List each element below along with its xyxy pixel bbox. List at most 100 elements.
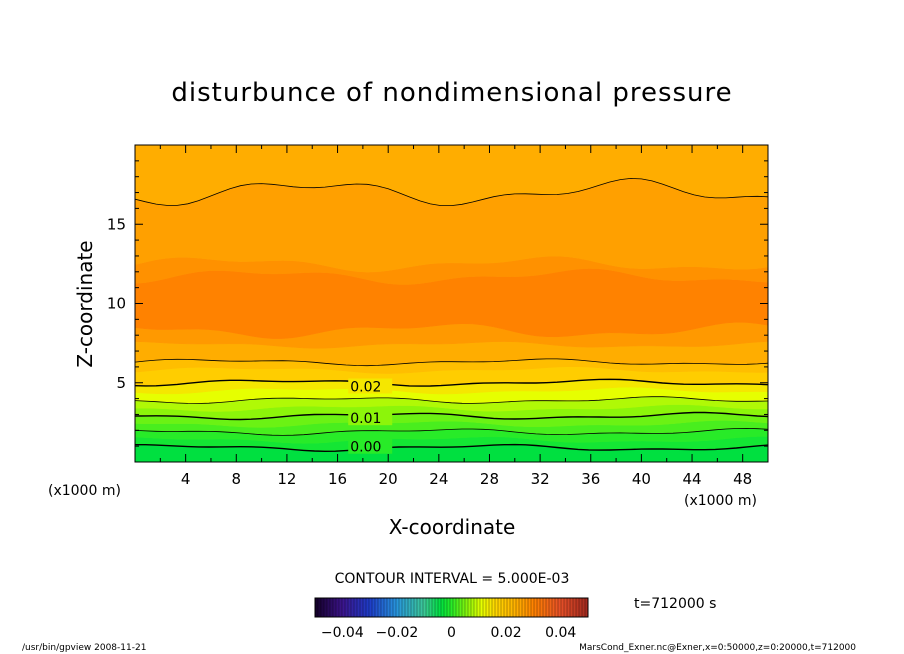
x-tick-label: 48 [733, 470, 752, 488]
colorbar-segment [438, 598, 442, 617]
x-tick-label: 12 [277, 470, 296, 488]
colorbar-segment [378, 598, 382, 617]
colorbar-segment [525, 598, 529, 617]
colorbar-segment [384, 598, 388, 617]
y-tick-label: 10 [107, 295, 126, 313]
contour-line [135, 411, 768, 421]
x-tick-label: 40 [632, 470, 651, 488]
colorbar-segment [516, 598, 520, 617]
x-tick-label: 16 [328, 470, 347, 488]
colorbar-segment [537, 598, 541, 617]
colorbar-segment [528, 598, 532, 617]
colorbar-segment [477, 598, 481, 617]
colorbar-segment [330, 598, 334, 617]
contour-line [135, 358, 768, 367]
contour-line [135, 396, 768, 404]
contour-line [135, 443, 768, 453]
colorbar-segment [573, 598, 577, 617]
colorbar-segment [408, 598, 412, 617]
colorbar-segment [423, 598, 427, 617]
colorbar-segment [555, 598, 559, 617]
colorbar-segment [540, 598, 544, 617]
colorbar-tick-label: 0.02 [491, 625, 522, 641]
contour-label-bg [348, 438, 393, 454]
colorbar-segment [414, 598, 418, 617]
colorbar-segment [531, 598, 535, 617]
x-tick-label: 36 [581, 470, 600, 488]
colorbar-segment [501, 598, 505, 617]
footer-left: /usr/bin/gpview 2008-11-21 [22, 643, 146, 653]
colorbar-segment [348, 598, 352, 617]
x-tick-label: 24 [429, 470, 448, 488]
contour-label: 0.02 [350, 380, 381, 396]
colorbar-segment [381, 598, 385, 617]
colorbar-segment [570, 598, 574, 617]
colorbar-segment [339, 598, 343, 617]
colorbar-segment [567, 598, 571, 617]
colorbar-segment [426, 598, 430, 617]
colorbar-segment [543, 598, 547, 617]
colorbar-segment [483, 598, 487, 617]
colorbar-segment [405, 598, 409, 617]
colorbar-segment [351, 598, 355, 617]
y-axis-label: Z-coordinate [73, 240, 97, 367]
colorbar-segment [492, 598, 496, 617]
colorbar-segment [585, 598, 589, 617]
colorbar-segment [366, 598, 370, 617]
colorbar-segment [546, 598, 550, 617]
colorbar-segment [399, 598, 403, 617]
colorbar-tick-labels: −0.04 −0.02 0 0.02 0.04 [321, 625, 577, 641]
colorbar-segment [432, 598, 436, 617]
colorbar-segment [390, 598, 394, 617]
colorbar-segment [402, 598, 406, 617]
colorbar-segment [519, 598, 523, 617]
colorbar-segment [561, 598, 565, 617]
colorbar-segment [507, 598, 511, 617]
colorbar-segment [357, 598, 361, 617]
colorbar-segment [354, 598, 358, 617]
contour-label-bg [348, 378, 393, 394]
x-tick-label: 4 [181, 470, 191, 488]
colorbar-segment [495, 598, 499, 617]
colorbar-segment [474, 598, 478, 617]
colorbar-segment [417, 598, 421, 617]
footer-right: MarsCond_Exner.nc@Exner,x=0:50000,z=0:20… [579, 643, 856, 653]
colorbar-segment [360, 598, 364, 617]
x-tick-label: 20 [379, 470, 398, 488]
contour-lines [135, 177, 768, 453]
colorbar-segment [513, 598, 517, 617]
contour-line [135, 177, 768, 206]
x-tick-labels: 4 8 12 16 20 24 28 32 36 40 44 48 [181, 470, 752, 488]
time-label: t=712000 s [634, 596, 716, 612]
colorbar-segment [558, 598, 562, 617]
y-tick-labels: 5 10 15 [107, 215, 126, 392]
colorbar-segment [441, 598, 445, 617]
colorbar-tick-label: −0.02 [375, 625, 418, 641]
colorbar-segment [498, 598, 502, 617]
contour-label-bg [348, 410, 393, 426]
colorbar-segment [459, 598, 463, 617]
x-tick-label: 32 [531, 470, 550, 488]
colorbar-segment [369, 598, 373, 617]
colorbar-segment [549, 598, 553, 617]
colorbar-segment [435, 598, 439, 617]
colorbar-tick-label: 0.04 [545, 625, 576, 641]
colorbar-segment [420, 598, 424, 617]
chart-title: disturbunce of nondimensional pressure [171, 78, 732, 108]
colorbar-segment [333, 598, 337, 617]
x-unit-right: (x1000 m) [684, 493, 757, 509]
colorbar-segment [324, 598, 328, 617]
colorbar-segment [318, 598, 322, 617]
colorbar-segment [456, 598, 460, 617]
colorbar-segment [342, 598, 346, 617]
axis-ticks [135, 145, 768, 462]
colorbar-segment [411, 598, 415, 617]
colorbar-segment [510, 598, 514, 617]
colorbar-segment [486, 598, 490, 617]
colorbar-segment [450, 598, 454, 617]
colorbar-segment [372, 598, 376, 617]
colorbar-segment [564, 598, 568, 617]
contour-line [135, 427, 768, 436]
colorbar-frame [314, 597, 589, 618]
